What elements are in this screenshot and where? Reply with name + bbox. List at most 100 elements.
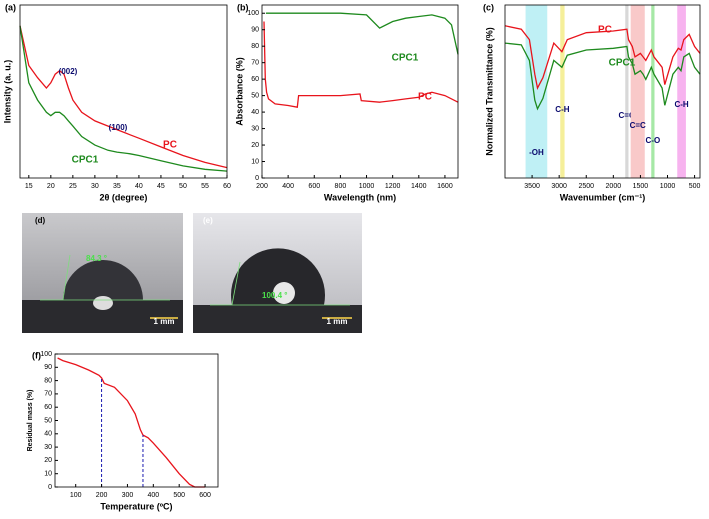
x-tick-label: 45 [157, 183, 165, 190]
series-line [504, 25, 701, 90]
plot-frame [19, 4, 228, 179]
x-tick-label: 600 [308, 183, 320, 190]
x-tick-label: 1200 [385, 183, 401, 190]
x-tick-label: 1000 [660, 183, 676, 190]
x-tick-label: 30 [91, 183, 99, 190]
y-axis-label: Normalized Transmittance (%) [484, 27, 494, 156]
x-tick-label: 50 [179, 183, 187, 190]
x-tick-label: 300 [122, 492, 134, 499]
band-label: C-O [646, 136, 661, 145]
y-tick-label: 80 [44, 377, 52, 384]
x-tick-label: 60 [223, 183, 231, 190]
x-tick-label: 100 [70, 492, 82, 499]
y-tick-label: 10 [251, 158, 259, 165]
x-tick-label: 40 [135, 183, 143, 190]
y-tick-label: 90 [251, 27, 259, 34]
series-line [19, 25, 228, 169]
y-tick-label: 0 [255, 175, 259, 182]
x-tick-label: 2500 [578, 183, 594, 190]
series-label: CPC1 [392, 53, 419, 64]
x-tick-label: 55 [201, 183, 209, 190]
x-tick-label: 25 [69, 183, 77, 190]
x-tick-label: 15 [25, 183, 33, 190]
angle-label: 100.4 ° [262, 291, 287, 300]
x-tick-label: 400 [147, 492, 159, 499]
panel-label: (b) [237, 2, 249, 12]
plot-frame [504, 4, 701, 179]
y-tick-label: 80 [251, 43, 259, 50]
x-axis-label: Wavenumber (cm⁻¹) [560, 192, 645, 202]
x-tick-label: 1600 [437, 183, 453, 190]
photo-d: (d) 84.3 ° 1 mm [22, 213, 183, 333]
y-tick-label: 40 [251, 109, 259, 116]
plot-frame [261, 4, 459, 179]
y-tick-label: 70 [44, 391, 52, 398]
y-tick-label: 20 [251, 142, 259, 149]
series-label: PC [418, 92, 432, 103]
x-tick-label: 200 [256, 183, 268, 190]
series-line [504, 42, 701, 111]
x-tick-label: 1000 [359, 183, 375, 190]
x-axis-label: 2θ (degree) [100, 192, 148, 202]
panel-label: (a) [5, 2, 16, 12]
panel-label: (e) [203, 216, 213, 225]
chart-panel: 100 200 300 400 500 600 0 10 20 30 40 50 60 70 80 90 100… [27, 350, 219, 511]
y-tick-label: 50 [44, 417, 52, 424]
series-line [19, 25, 228, 172]
band-label: C=C [630, 121, 646, 130]
x-tick-label: 500 [689, 183, 701, 190]
panel-label: (d) [35, 216, 46, 225]
series-line [57, 357, 206, 488]
x-tick-label: 200 [96, 492, 108, 499]
plot-frame [54, 353, 219, 488]
angle-label: 84.3 ° [86, 254, 107, 263]
x-tick-label: 3000 [551, 183, 567, 190]
y-axis-label: Residual mass (%) [27, 390, 34, 452]
y-tick-label: 100 [40, 351, 52, 358]
x-tick-label: 2000 [606, 183, 622, 190]
y-tick-label: 20 [44, 457, 52, 464]
x-tick-label: 20 [47, 183, 55, 190]
band-label: C=O [619, 111, 636, 120]
photo-e: (e) 100.4 ° 1 mm [193, 213, 362, 333]
x-tick-label: 35 [113, 183, 121, 190]
band-label: C-H [674, 100, 688, 109]
band [651, 5, 655, 178]
x-tick-label: 400 [282, 183, 294, 190]
x-tick-label: 3500 [524, 183, 540, 190]
y-tick-label: 30 [251, 125, 259, 132]
y-tick-label: 10 [44, 471, 52, 478]
y-tick-label: 60 [251, 76, 259, 83]
band [625, 5, 629, 178]
y-tick-label: 70 [251, 60, 259, 67]
x-tick-label: 500 [173, 492, 185, 499]
chart-panel: -OH C-H C=OC=CC-O C-H PC CPC1 3500 3000 2500 2000… [483, 2, 701, 202]
chart-panel: PC CPC1 15 20 25 30 35 40 45 50 55 60 2θ (degree) Int… [2, 2, 231, 202]
y-tick-label: 40 [44, 431, 52, 438]
x-axis-label: Temperature (ºC) [100, 501, 172, 511]
panel-label: (f) [32, 350, 41, 360]
scale-label: 1 mm [327, 317, 348, 326]
annotation: (100) [109, 123, 128, 132]
x-tick-label: 1400 [411, 183, 427, 190]
y-tick-label: 100 [247, 10, 259, 17]
series-label: CPC1 [72, 155, 99, 166]
scale-label: 1 mm [154, 317, 175, 326]
y-tick-label: 30 [44, 444, 52, 451]
chart-panel: CPC1 PC 200 400 600 800 1000 1200 1400 1600 0 10 20 3… [234, 2, 459, 202]
series-line [263, 21, 459, 108]
x-tick-label: 800 [335, 183, 347, 190]
x-tick-label: 600 [199, 492, 211, 499]
y-tick-label: 90 [44, 364, 52, 371]
series-label: PC [163, 140, 177, 151]
series-label: PC [598, 25, 612, 36]
y-tick-label: 50 [251, 92, 259, 99]
y-axis-label: Absorbance (%) [234, 57, 244, 126]
series-label: CPC1 [609, 58, 636, 69]
band [560, 5, 565, 178]
panel-label: (c) [483, 2, 494, 12]
y-axis-label: Intensity (a. u.) [2, 60, 12, 124]
band [630, 5, 645, 178]
y-tick-label: 0 [48, 484, 52, 491]
series-line [265, 12, 459, 55]
